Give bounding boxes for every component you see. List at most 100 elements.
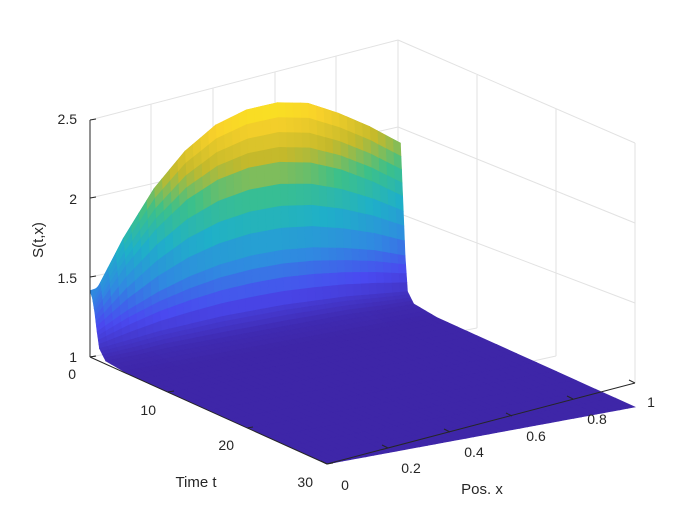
surface-patch (285, 117, 295, 134)
surface-patch (228, 273, 238, 290)
surface-patch (214, 303, 224, 319)
surface-patch (203, 225, 213, 251)
surface-patch (357, 212, 367, 233)
surface-patch (296, 226, 306, 250)
surface-patch (243, 255, 253, 272)
surface-patch (328, 272, 338, 287)
surface-patch (196, 250, 206, 275)
surface-patch (323, 107, 333, 126)
surface-patch (206, 305, 216, 321)
surface-patch (365, 213, 375, 234)
surface-patch (323, 122, 333, 140)
surface-patch (321, 285, 331, 301)
surface-patch (374, 261, 384, 274)
surface-patch (308, 117, 318, 136)
x-tick-mark (505, 412, 513, 417)
surface-patch (373, 250, 383, 263)
surface-patch (267, 292, 277, 309)
surface-patch (295, 205, 305, 228)
surface-patch (240, 167, 250, 194)
surface-patch (257, 208, 267, 233)
surface-patch (357, 230, 367, 251)
surface-patch (259, 266, 269, 283)
surface-patch (282, 262, 292, 278)
surface-patch (360, 283, 370, 296)
surface-patch (258, 252, 268, 269)
surface-patch (304, 226, 314, 249)
surface-patch (324, 151, 334, 169)
x-tick-mark (566, 395, 574, 400)
surface-patch (247, 151, 257, 169)
surface-patch (291, 289, 301, 305)
x-tick-mark (443, 428, 451, 433)
surface-patch (326, 206, 336, 229)
surface-patch (381, 234, 391, 254)
surface-patch (341, 188, 351, 212)
surface-patch (313, 273, 323, 288)
surface-patch (390, 272, 400, 284)
surface-patch (301, 147, 311, 164)
surface-patch (318, 185, 328, 208)
surface-patch (332, 153, 342, 171)
surface-patch (304, 247, 314, 263)
surface-patch (321, 273, 331, 288)
surface-patch (292, 117, 302, 134)
surface-patch (274, 263, 284, 280)
surface-patch (187, 233, 197, 258)
surface-patch (288, 226, 298, 250)
surface-patch (255, 150, 265, 167)
surface-patch (250, 232, 260, 257)
t-tick-label: 30 (297, 474, 313, 490)
surface-patch (349, 210, 359, 232)
surface-patch (254, 120, 264, 138)
surface-patch (267, 278, 277, 295)
surface-patch (350, 248, 360, 262)
surface-patch (395, 223, 405, 242)
z-axis-label: S(t,x) (30, 222, 47, 258)
surface-patch (308, 132, 318, 151)
t-tick-label: 0 (68, 366, 76, 382)
surface-patch (327, 247, 337, 262)
surface-patch (246, 122, 256, 140)
surface-patch (387, 204, 397, 224)
surface-patch (359, 260, 369, 273)
surface-patch (334, 227, 344, 249)
surface-patch (320, 260, 330, 275)
surface-patch (302, 183, 312, 206)
surface (89, 102, 637, 465)
surface-patch (244, 296, 254, 313)
surface-patch (305, 273, 315, 289)
surface-patch (264, 185, 274, 210)
z-tick-label: 2 (69, 191, 77, 207)
surface-patch (269, 117, 279, 135)
surface-patch (396, 238, 406, 257)
surface-patch (213, 290, 223, 306)
surface-patch (198, 294, 208, 311)
surface-patch (229, 299, 239, 316)
surface-patch (398, 273, 408, 284)
surface-patch (232, 170, 242, 196)
surface-patch (330, 110, 340, 128)
surface-patch (236, 284, 246, 301)
surface-patch (315, 105, 325, 124)
t-tick-label: 20 (218, 437, 234, 453)
surface-patch (348, 172, 358, 195)
t-axis-label: Time t (175, 474, 217, 491)
surface-patch (227, 238, 237, 263)
surface-patch (388, 236, 398, 255)
surface-patch (389, 262, 399, 274)
surface-patch (294, 162, 304, 185)
surface-patch (253, 105, 263, 124)
surface-patch (167, 316, 177, 330)
surface-patch (284, 102, 294, 119)
surface-patch (183, 311, 193, 326)
surface-patch (270, 132, 280, 150)
surface-patch (279, 161, 289, 185)
surface-patch (220, 275, 230, 291)
surface-patch (372, 215, 382, 236)
surface-patch (233, 192, 243, 218)
surface-patch (297, 261, 307, 277)
surface-patch (336, 272, 346, 286)
surface-patch (260, 293, 270, 310)
surface-patch (237, 298, 247, 314)
